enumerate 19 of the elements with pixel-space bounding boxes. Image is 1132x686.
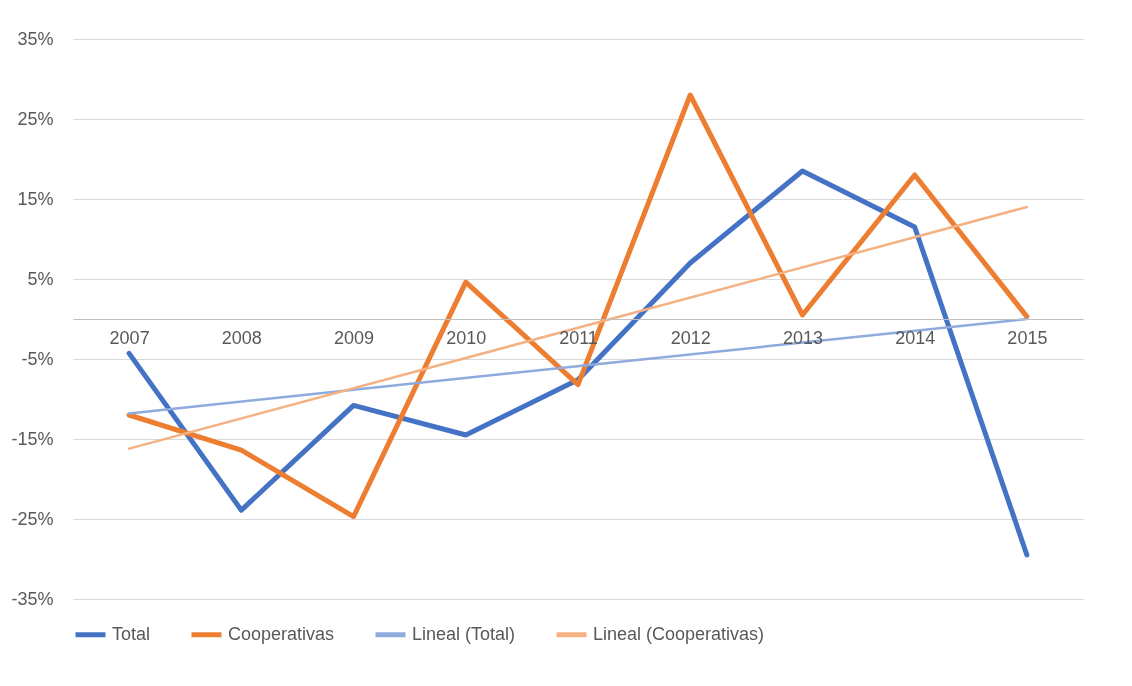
- x-tick-label: 2009: [334, 327, 375, 348]
- y-tick-label: 25%: [17, 108, 54, 129]
- x-tick-label: 2012: [670, 327, 711, 348]
- y-tick-label: 35%: [17, 28, 54, 49]
- y-tick-label: 15%: [17, 188, 54, 209]
- legend-label: Cooperativas: [228, 623, 335, 644]
- legend-label: Lineal (Total): [412, 623, 516, 644]
- y-tick-label: -15%: [11, 428, 54, 449]
- y-tick-label: 5%: [27, 268, 54, 289]
- x-tick-label: 2010: [446, 327, 487, 348]
- y-tick-label: -5%: [21, 348, 54, 369]
- x-tick-label: 2007: [109, 327, 150, 348]
- x-tick-label: 2014: [895, 327, 936, 348]
- y-tick-label: -25%: [11, 508, 54, 529]
- x-tick-label: 2008: [221, 327, 262, 348]
- legend-label: Lineal (Cooperativas): [593, 623, 765, 644]
- y-tick-label: -35%: [11, 588, 54, 609]
- legend-label: Total: [112, 623, 151, 644]
- x-tick-label: 2015: [1007, 327, 1048, 348]
